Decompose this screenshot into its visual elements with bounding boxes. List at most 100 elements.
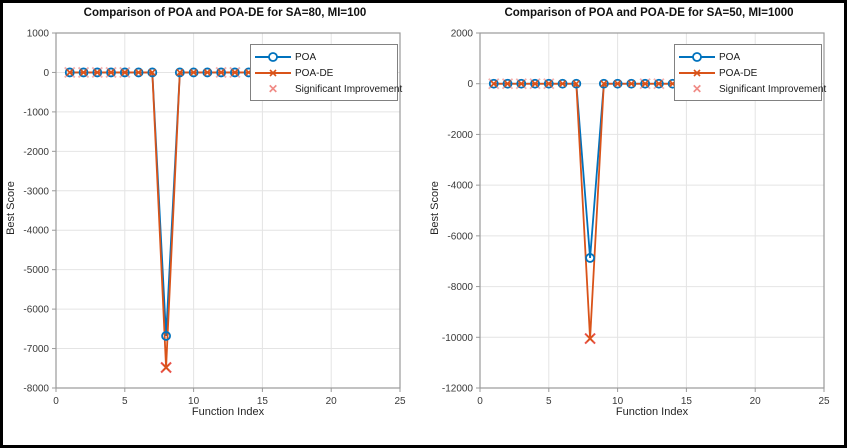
poa-de-marker — [517, 80, 525, 88]
poa-marker — [543, 78, 554, 89]
y-tick-label: -10000 — [442, 333, 474, 344]
poa-de-marker — [572, 80, 580, 88]
plot-area: 0 5 10 15 20 25 2000 0 -2000 -4000 -6000 -8000 -1000… — [442, 29, 830, 408]
poa-marker — [626, 78, 637, 89]
legend-item-poa: POA — [251, 49, 397, 65]
x-tick-label: 0 — [477, 396, 483, 407]
poa-marker — [202, 67, 213, 78]
poa-de-marker — [176, 68, 184, 77]
poa-de-marker — [531, 80, 539, 88]
poa-de-marker — [66, 68, 74, 77]
poa-de-marker — [558, 80, 567, 88]
poa-marker — [188, 67, 199, 78]
poa-marker — [516, 78, 527, 89]
legend-label-significant-improvement: Significant Improvement — [295, 83, 403, 95]
y-tick-label: -8000 — [23, 384, 49, 395]
y-tick-label: -7000 — [23, 344, 49, 355]
y-tick-label: 1000 — [27, 29, 50, 40]
poa-de-marker — [614, 80, 622, 88]
poa-marker — [229, 67, 240, 78]
y-tick-label: -4000 — [23, 226, 49, 237]
y-tick-label: -8000 — [447, 282, 473, 293]
legend-label-poa: POA — [295, 51, 317, 63]
y-tick-label: -3000 — [23, 186, 49, 197]
poa-marker — [64, 67, 75, 78]
poa-marker — [571, 78, 582, 89]
poa-de-line — [69, 71, 249, 368]
poa-de-marker — [107, 68, 115, 77]
legend-label-poa: POA — [719, 51, 741, 63]
poa-marker — [161, 331, 171, 341]
x-tick-label: 10 — [612, 396, 624, 407]
poa-marker — [612, 78, 623, 89]
poa-de-marker — [134, 68, 143, 77]
poa-marker — [640, 78, 651, 89]
x-tick-label: 15 — [257, 396, 269, 407]
poa-de-marker — [627, 80, 635, 88]
poa-de-marker — [641, 80, 649, 88]
legend: POA POA-DE ✕ Significant Improvement — [250, 44, 402, 101]
poa-de-marker — [490, 80, 498, 88]
x-tick-label: 20 — [326, 396, 338, 407]
poa-de-marker — [93, 68, 101, 77]
poa-de-marker — [203, 68, 211, 77]
poa-marker — [653, 78, 664, 89]
poa-de-marker — [79, 68, 88, 77]
poa-de-marker — [655, 80, 663, 88]
poa-marker — [147, 67, 158, 78]
poa-marker — [216, 67, 227, 78]
poa-marker — [133, 67, 144, 78]
poa-line-icon — [251, 51, 295, 63]
poa-line-icon — [675, 51, 719, 63]
poa-de-marker — [148, 68, 156, 77]
y-tick-label: 0 — [467, 79, 473, 90]
legend-label-poa-de: POA-DE — [295, 67, 334, 79]
poa-marker — [78, 67, 89, 78]
legend: POA POA-DE ✕ Significant Improvement — [674, 44, 826, 101]
legend-label-poa-de: POA-DE — [719, 67, 758, 79]
axes-box — [55, 32, 401, 389]
poa-de-marker — [231, 68, 239, 77]
y-tick-label: -1000 — [23, 107, 49, 118]
chart-panel-right: Comparison of POA and POA-DE for SA=50, … — [424, 0, 847, 448]
poa-de-marker — [121, 68, 129, 77]
y-tick-label: -6000 — [23, 305, 49, 316]
y-tick-label: -6000 — [447, 231, 473, 242]
significant-improvement-x-icon: ✕ — [691, 82, 703, 96]
poa-marker — [119, 67, 130, 78]
poa-de-marker — [545, 80, 553, 88]
y-tick-label: -12000 — [442, 384, 474, 395]
legend-item-poa-de: POA-DE — [251, 65, 397, 81]
poa-de-marker — [217, 68, 225, 77]
poa-marker — [585, 253, 595, 263]
poa-marker — [557, 78, 568, 89]
y-tick-label: -4000 — [447, 181, 473, 192]
y-tick-label: 2000 — [451, 29, 474, 40]
y-tick-label: -5000 — [23, 265, 49, 276]
legend-item-significant-improvement: ✕ Significant Improvement — [251, 81, 402, 97]
poa-line — [493, 82, 673, 258]
poa-de-marker — [600, 80, 608, 88]
legend-item-poa: POA — [675, 49, 821, 65]
poa-de-line — [493, 82, 673, 339]
significant-improvement-x-icon: ✕ — [267, 82, 279, 96]
x-tick-label: 0 — [53, 396, 59, 407]
y-tick-label: 0 — [43, 68, 49, 79]
poa-marker — [174, 67, 185, 78]
x-tick-label: 25 — [818, 396, 830, 407]
axes-box — [479, 32, 825, 389]
x-tick-label: 5 — [122, 396, 128, 407]
poa-marker — [488, 78, 499, 89]
poa-marker — [92, 67, 103, 78]
poa-de-marker — [586, 334, 594, 343]
y-tick-label: -2000 — [23, 147, 49, 158]
y-tick-label: -2000 — [447, 130, 473, 141]
poa-marker — [106, 67, 116, 78]
poa-de-line-icon — [251, 67, 295, 79]
legend-item-significant-improvement: ✕ Significant Improvement — [675, 81, 826, 97]
poa-marker — [502, 78, 513, 89]
x-tick-label: 25 — [394, 396, 406, 407]
x-tick-label: 15 — [681, 396, 693, 407]
poa-marker — [530, 78, 540, 89]
chart-title: Comparison of POA and POA-DE for SA=50, … — [504, 7, 794, 19]
